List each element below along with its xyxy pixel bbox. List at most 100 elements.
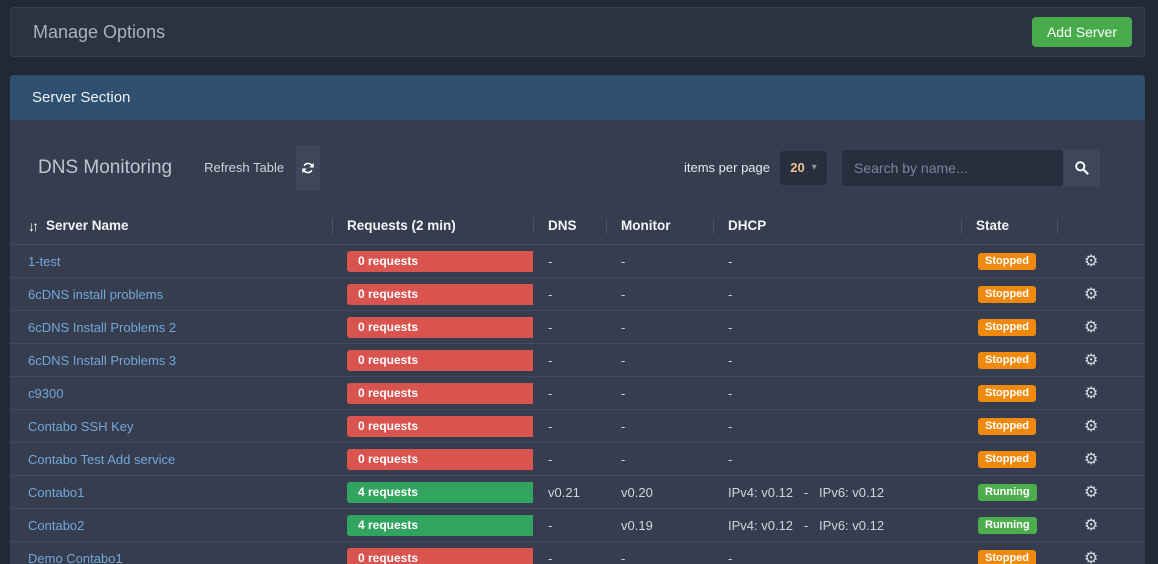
dhcp-value: - [728, 418, 733, 434]
sort-icon[interactable]: ↓↑ [28, 217, 39, 234]
items-per-page-label: items per page [684, 160, 770, 175]
monitor-value: - [621, 286, 626, 302]
dns-monitoring-heading: DNS Monitoring [38, 156, 173, 178]
dhcp-value: - [728, 385, 733, 401]
server-name-link[interactable]: 6cDNS Install Problems 3 [28, 352, 177, 368]
requests-badge: 0 requests [347, 415, 533, 437]
column-label: DHCP [728, 218, 767, 233]
column-header-dhcp: DHCP [713, 207, 961, 244]
add-server-button[interactable]: Add Server [1031, 17, 1132, 47]
server-name-link[interactable]: Demo Contabo1 [28, 550, 123, 564]
dhcp-value: - [728, 253, 733, 269]
table-toolbar: DNS Monitoring Refresh Table items per p… [10, 120, 1145, 207]
server-name-link[interactable]: Contabo SSH Key [28, 418, 134, 434]
table-row: Contabo SSH Key 0 requests - - - Stopped… [10, 410, 1145, 443]
requests-badge: 0 requests [347, 250, 533, 272]
dhcp-value: - [728, 319, 733, 335]
monitor-value: - [621, 352, 626, 368]
gear-icon[interactable]: ⚙ [1084, 451, 1099, 468]
server-section-panel: Server Section DNS Monitoring Refresh Ta… [10, 75, 1145, 564]
search-icon [1074, 160, 1089, 175]
state-badge: Stopped [978, 385, 1036, 402]
gear-icon[interactable]: ⚙ [1084, 550, 1099, 564]
dns-value: - [548, 352, 553, 368]
dns-value: - [548, 517, 553, 533]
column-header-state: State [961, 207, 1057, 244]
server-name-link[interactable]: 6cDNS install problems [28, 286, 164, 302]
server-name-link[interactable]: c9300 [28, 385, 64, 401]
column-header-requests: Requests (2 min) [332, 207, 533, 244]
gear-icon[interactable]: ⚙ [1084, 253, 1099, 270]
monitor-value: - [621, 550, 626, 564]
table-header-row: ↓↑ Server Name Requests (2 min) DNS Moni… [10, 207, 1145, 245]
search-input[interactable] [842, 149, 1063, 186]
page-title: Manage Options [33, 21, 166, 42]
requests-badge: 0 requests [347, 448, 533, 470]
dns-value: - [548, 253, 553, 269]
dhcp-value: - [728, 352, 733, 368]
table-row: Contabo1 4 requests v0.21 v0.20 IPv4: v0… [10, 476, 1145, 509]
refresh-icon [301, 161, 315, 175]
table-row: c9300 0 requests - - - Stopped ⚙ [10, 377, 1145, 410]
gear-icon[interactable]: ⚙ [1084, 286, 1099, 303]
items-per-page-select[interactable]: 20 ▾ [780, 150, 827, 185]
server-name-link[interactable]: 6cDNS Install Problems 2 [28, 319, 177, 335]
dns-value: - [548, 451, 553, 467]
column-header-server-name[interactable]: ↓↑ Server Name [10, 207, 332, 244]
server-name-link[interactable]: Contabo2 [28, 517, 85, 533]
toolbar-right-group: items per page 20 ▾ [684, 149, 1100, 186]
items-per-page-value: 20 [790, 160, 805, 175]
refresh-button[interactable] [296, 144, 321, 191]
monitor-value: v0.19 [621, 517, 653, 533]
state-badge: Stopped [978, 550, 1036, 564]
gear-icon[interactable]: ⚙ [1084, 484, 1099, 501]
dns-value: v0.21 [548, 484, 580, 500]
monitor-value: - [621, 319, 626, 335]
search-button[interactable] [1063, 149, 1100, 186]
server-name-link[interactable]: Contabo1 [28, 484, 85, 500]
dns-value: - [548, 385, 553, 401]
column-label: Requests (2 min) [347, 218, 456, 233]
state-badge: Stopped [978, 451, 1036, 468]
table-row: 6cDNS Install Problems 2 0 requests - - … [10, 311, 1145, 344]
table-row: Demo Contabo1 0 requests - - - Stopped ⚙ [10, 542, 1145, 564]
monitor-value: v0.20 [621, 484, 653, 500]
gear-icon[interactable]: ⚙ [1084, 319, 1099, 336]
gear-icon[interactable]: ⚙ [1084, 385, 1099, 402]
state-badge: Running [978, 517, 1037, 534]
server-name-link[interactable]: Contabo Test Add service [28, 451, 176, 467]
chevron-down-icon: ▾ [811, 162, 817, 173]
top-bar: Manage Options Add Server [10, 7, 1145, 57]
gear-icon[interactable]: ⚙ [1084, 418, 1099, 435]
requests-badge: 0 requests [347, 547, 533, 564]
requests-badge: 0 requests [347, 283, 533, 305]
table-body: 1-test 0 requests - - - Stopped ⚙ 6cDNS … [10, 245, 1145, 564]
monitor-value: - [621, 385, 626, 401]
dhcp-value: - [728, 286, 733, 302]
dns-value: - [548, 319, 553, 335]
server-name-link[interactable]: 1-test [28, 253, 61, 269]
dns-value: - [548, 418, 553, 434]
dhcp-value: - [728, 550, 733, 564]
dns-value: - [548, 550, 553, 564]
state-badge: Stopped [978, 253, 1036, 270]
table-row: 6cDNS Install Problems 3 0 requests - - … [10, 344, 1145, 377]
state-badge: Running [978, 484, 1037, 501]
dhcp-value: - [728, 451, 733, 467]
state-badge: Stopped [978, 286, 1036, 303]
dns-value: - [548, 286, 553, 302]
column-label: DNS [548, 218, 577, 233]
section-header: Server Section [10, 75, 1145, 120]
section-title: Server Section [32, 89, 131, 106]
column-label: Monitor [621, 218, 671, 233]
monitor-value: - [621, 253, 626, 269]
column-header-actions [1057, 207, 1135, 244]
monitor-value: - [621, 451, 626, 467]
state-badge: Stopped [978, 352, 1036, 369]
gear-icon[interactable]: ⚙ [1084, 352, 1099, 369]
gear-icon[interactable]: ⚙ [1084, 517, 1099, 534]
table-row: Contabo2 4 requests - v0.19 IPv4: v0.12 … [10, 509, 1145, 542]
column-header-dns: DNS [533, 207, 606, 244]
requests-badge: 0 requests [347, 316, 533, 338]
requests-badge: 0 requests [347, 349, 533, 371]
